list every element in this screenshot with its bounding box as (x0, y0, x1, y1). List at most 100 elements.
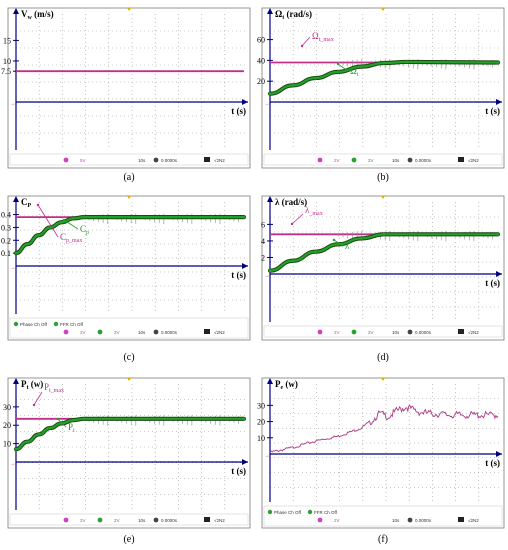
ch1-indicator (63, 329, 69, 335)
trigger-icon (458, 517, 464, 522)
y-tick-label: 10 (3, 440, 11, 449)
series-point (337, 70, 340, 74)
y-tick-label: 6 (261, 220, 265, 229)
series-point (83, 417, 86, 421)
x-axis-arrow (242, 263, 248, 269)
ground-marker: → (10, 101, 16, 107)
status-trig: √2N2 (468, 330, 479, 335)
status-ch1: 2V (80, 518, 86, 523)
status-delay: 0.0000s (415, 330, 432, 335)
series-point (37, 233, 41, 237)
status-delay: 0.0000s (161, 158, 178, 163)
y-tick-label: 40 (257, 56, 265, 65)
series-point (382, 232, 386, 236)
annotation-arrow-head (56, 417, 60, 421)
series-point (48, 226, 52, 229)
x-axis-label: t (s) (485, 106, 500, 116)
status-phase: Phase Ch Off (20, 322, 48, 327)
status-bar (263, 505, 503, 527)
y-axis-label-main: V (21, 9, 28, 19)
panel-frame (261, 7, 505, 169)
y-axis-label-sub: e (281, 385, 284, 391)
y-tick-label: 4 (261, 237, 265, 246)
status-trig: √2N2 (468, 518, 479, 523)
trigger-marker (127, 8, 131, 11)
series-point (14, 447, 18, 451)
trigger-marker (127, 378, 131, 381)
status-ch1: 2V (334, 330, 340, 335)
delay-indicator (407, 157, 413, 163)
ground-marker: → (264, 273, 270, 279)
y-axis-label-sub: P (28, 203, 32, 209)
series-point (496, 232, 500, 236)
annotation-arrow (333, 239, 344, 247)
series-line-0 (269, 404, 499, 453)
x-axis-arrow (496, 451, 502, 457)
y-tick-label: 0.3 (1, 223, 11, 232)
series-point (60, 220, 63, 224)
y-tick-label: 15 (3, 36, 11, 45)
series-point (314, 76, 317, 80)
status-timebase: 10s (138, 158, 146, 163)
status-ch1: 2V (334, 158, 340, 163)
ground-marker: → (10, 265, 16, 271)
annotation-arrow (291, 213, 304, 225)
panel-caption: (d) (377, 352, 389, 363)
annotation-arrow-head (62, 218, 66, 222)
status-timebase: 10s (138, 518, 146, 523)
ch1-indicator (317, 517, 323, 523)
panel-frame (261, 377, 505, 529)
trigger-icon (458, 157, 464, 162)
y-tick-label: 10 (257, 434, 265, 443)
x-axis-arrow (496, 271, 502, 277)
y-axis-label: λ (rad/s) (275, 197, 307, 207)
series-point (268, 92, 272, 96)
delay-indicator (153, 157, 159, 163)
x-axis-arrow (242, 459, 248, 465)
ch1-indicator (63, 517, 69, 523)
annotation-cp: Cp (80, 224, 89, 236)
series-point (405, 60, 409, 64)
annotation-pt-sub: t (73, 428, 75, 434)
y-axis-label-main: λ (275, 197, 280, 207)
status-ch2: 2V (114, 330, 120, 335)
y-tick-label: 0.4 (1, 211, 11, 220)
panel-frame (261, 195, 505, 341)
annotation-pt-max-sub: t_max (49, 388, 64, 394)
y-tick-label: 60 (257, 36, 265, 45)
status-timebase: 10s (392, 330, 400, 335)
trigger-icon (204, 517, 210, 522)
series-point (291, 259, 295, 263)
panel-frame (7, 377, 251, 529)
annotation-cp-max-sub: p_max (66, 238, 82, 244)
series-line-1 (14, 417, 246, 451)
annotation-pt-max: Pt_max (44, 382, 64, 394)
annotation-omega-max-main: Ω (312, 31, 319, 41)
annotation-arrow-head (36, 203, 40, 207)
y-axis-label-unit: (m/s) (32, 9, 54, 19)
trigger-marker (381, 196, 385, 199)
series-line-1 (14, 216, 246, 255)
ch2-indicator (97, 329, 103, 335)
ground-marker: → (10, 461, 16, 467)
panel-caption: (c) (123, 352, 134, 363)
delay-indicator (407, 329, 413, 335)
series-point (60, 422, 63, 425)
delay-indicator (153, 329, 159, 335)
annotation-arrow (63, 219, 79, 230)
ch1-indicator (317, 329, 323, 335)
x-axis-label: t (s) (485, 458, 500, 468)
series-point (26, 440, 29, 444)
panel-d: 2 4 6 λ (rad/s) t (s) → 2V 2V 10s 0.0000s √2N2 (d) λ… (261, 195, 505, 363)
y-tick-label: 0.1 (1, 249, 11, 258)
phase-dot (13, 321, 19, 327)
trigger-marker (127, 196, 131, 199)
trigger-marker (381, 378, 385, 381)
status-bar (9, 153, 249, 166)
series-point (359, 237, 363, 240)
y-axis-label-unit: (rad/s) (284, 9, 312, 19)
y-axis-label-unit: (rad/s) (279, 197, 307, 207)
panel-frame (7, 195, 251, 341)
panel-f: 10 20 30 Pe (w) t (s) → Phase Ch Off FFR Ch Off… (257, 377, 505, 545)
